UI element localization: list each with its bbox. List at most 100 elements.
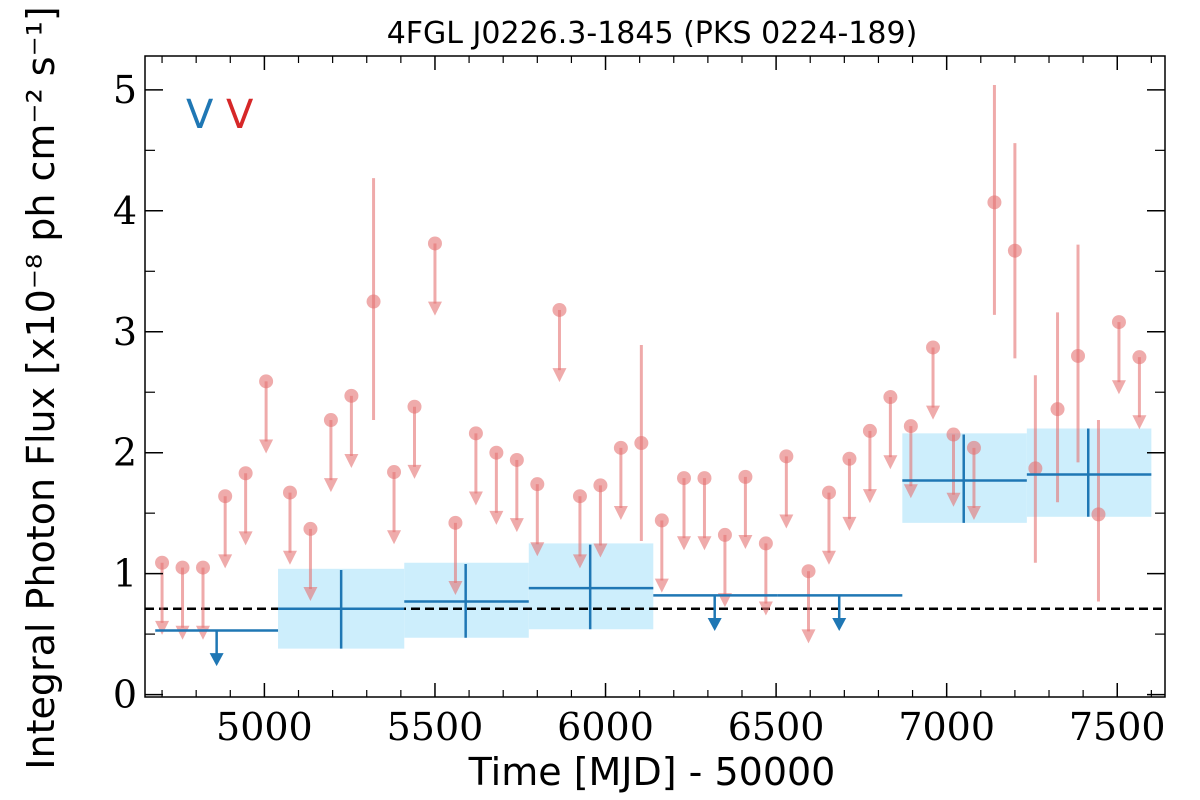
upper-limit-arrowhead — [738, 535, 753, 550]
x-tick-label: 5000 — [216, 705, 313, 749]
upper-limit-arrowhead — [427, 301, 442, 316]
upper-limit-arrowhead — [282, 550, 297, 565]
upper-limit-arrowhead — [1132, 415, 1147, 430]
fine-bin-point — [758, 536, 773, 551]
upper-limit-arrowhead — [175, 625, 190, 640]
coarse-upper-limit-arrowhead — [832, 618, 847, 632]
upper-limit-arrowhead — [323, 478, 338, 493]
y-tick-label: 1 — [113, 552, 137, 596]
fine-bin-point — [303, 521, 318, 536]
y-tick-label: 5 — [113, 68, 137, 112]
fine-bin-point — [903, 419, 918, 434]
upper-limit-arrowhead — [966, 506, 981, 521]
upper-limit-arrowhead — [259, 439, 274, 454]
x-tick-label: 7000 — [898, 705, 995, 749]
upper-limit-arrowhead — [530, 542, 545, 557]
chart-title: 4FGL J0226.3-1845 (PKS 0224-189) — [387, 16, 918, 51]
upper-limit-arrowhead — [842, 516, 857, 531]
fine-bin-point — [552, 302, 567, 317]
fine-bin-point — [883, 390, 898, 405]
upper-limit-arrowhead — [654, 578, 669, 593]
fine-bin-point — [387, 465, 402, 480]
fine-bin-point — [530, 477, 545, 492]
fine-bin-point — [1050, 402, 1065, 417]
fine-bin-point — [259, 374, 274, 389]
coarse-upper-limit-arrowhead — [209, 653, 224, 667]
fine-bin-point — [407, 399, 422, 414]
fine-bin-point — [676, 471, 691, 486]
fine-bin-point — [613, 440, 628, 455]
fine-bin-point — [1007, 243, 1022, 258]
upper-limit-arrowhead — [946, 492, 961, 507]
fine-bin-point — [697, 471, 712, 486]
fine-bin-point — [738, 469, 753, 484]
fine-bin-point — [634, 436, 649, 451]
fine-bin-point — [987, 195, 1002, 210]
upper-limit-arrowhead — [195, 625, 210, 640]
upper-limit-arrowhead — [238, 531, 253, 546]
y-tick-label: 2 — [113, 431, 137, 475]
upper-limit-arrowhead — [779, 514, 794, 529]
fine-bin-point — [282, 485, 297, 500]
upper-limit-arrowhead — [552, 368, 567, 383]
upper-limit-arrowhead — [862, 489, 877, 504]
upper-limit-arrowhead — [697, 536, 712, 551]
fine-bin-point — [175, 560, 190, 575]
upper-limit-arrowhead — [155, 620, 170, 635]
fine-bin-point — [966, 440, 981, 455]
upper-limit-arrowhead — [758, 601, 773, 616]
upper-limit-arrowhead — [926, 405, 941, 420]
upper-limit-arrowhead — [489, 510, 504, 525]
fine-bin-point — [654, 513, 669, 528]
y-tick-label: 0 — [113, 673, 137, 717]
fine-bin-point — [842, 451, 857, 466]
fine-bin-point — [1071, 348, 1086, 363]
x-tick-label: 7500 — [1069, 705, 1166, 749]
fine-bin-point — [323, 413, 338, 428]
y-tick-label: 3 — [113, 310, 137, 354]
fine-bin-point — [195, 560, 210, 575]
fine-bin-point — [1091, 507, 1106, 522]
legend-entry: V — [186, 92, 214, 138]
fine-bin-point — [572, 489, 587, 504]
fine-bin-point — [218, 489, 233, 504]
fine-bin-point — [926, 340, 941, 355]
fine-bin-point — [238, 466, 253, 481]
upper-limit-arrowhead — [448, 580, 463, 595]
upper-limit-arrowhead — [344, 453, 359, 468]
fine-bin-point — [1132, 350, 1147, 365]
upper-limit-arrowhead — [407, 464, 422, 479]
upper-limit-arrowhead — [468, 491, 483, 506]
axes: 5000 5500 6000 6500 7000 7500 0 1 2 3 4 5 — [113, 55, 1166, 749]
upper-limit-arrowhead — [572, 554, 587, 569]
upper-limit-arrowhead — [593, 543, 608, 558]
legend-entry: V — [226, 92, 254, 138]
fine-bin-point — [509, 452, 524, 467]
upper-limit-arrowhead — [801, 629, 816, 644]
upper-limit-arrowhead — [387, 530, 402, 545]
upper-limit-arrowhead — [218, 554, 233, 569]
x-tick-label: 5500 — [387, 705, 484, 749]
fine-bin-series — [155, 85, 1147, 644]
fine-bin-point — [427, 236, 442, 251]
plot-frame — [144, 55, 1166, 698]
upper-limit-arrowhead — [613, 506, 628, 521]
y-tick-label: 4 — [113, 189, 137, 233]
upper-limit-arrowhead — [883, 455, 898, 470]
fine-bin-point — [862, 423, 877, 438]
fine-bin-point — [448, 515, 463, 530]
y-axis-label: Integral Photon Flux [x10⁻⁸ ph cm⁻² s⁻¹] — [19, 6, 63, 769]
fine-bin-point — [366, 294, 381, 309]
fine-bin-point — [1028, 461, 1043, 476]
coarse-bin-series — [155, 428, 1152, 667]
fine-bin-point — [344, 388, 359, 403]
x-tick-label: 6000 — [557, 705, 654, 749]
fine-bin-point — [468, 426, 483, 441]
fine-bin-point — [946, 427, 961, 442]
fine-bin-point — [1111, 315, 1126, 330]
coarse-upper-limit-arrowhead — [707, 618, 722, 632]
fine-bin-point — [593, 478, 608, 493]
fine-bin-point — [155, 555, 170, 570]
